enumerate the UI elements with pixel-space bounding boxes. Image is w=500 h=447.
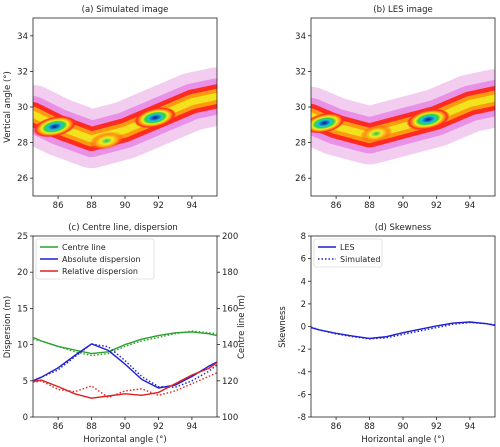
panel-d-xlabel: Horizontal angle (°) — [361, 435, 444, 445]
y-tick-label: -4 — [298, 368, 306, 378]
y-tick-label: 4 — [301, 277, 306, 287]
y2-tick-label: 180 — [222, 268, 238, 278]
series-line-centre-line — [32, 331, 218, 355]
x-tick-label: 94 — [464, 422, 475, 432]
y-tick-label: 10 — [17, 341, 28, 351]
y-tick-label: 26 — [17, 174, 28, 184]
series-line-centre-line-dotted — [32, 330, 218, 357]
y-tick-label: 34 — [295, 32, 306, 42]
y2-tick-label: 120 — [222, 377, 238, 387]
x-tick-label: 92 — [431, 201, 442, 211]
y-tick-label: 32 — [17, 67, 28, 77]
panel-b-ticks: 86 88 90 92 94 26 28 30 32 34 — [295, 32, 475, 211]
y-tick-label: 20 — [17, 268, 28, 278]
legend-label-absolute-dispersion: Absolute dispersion — [62, 255, 141, 264]
x-tick-label: 92 — [153, 422, 164, 432]
x-tick-label: 86 — [331, 201, 342, 211]
panel-c-ylabel: Dispersion (m) — [3, 296, 13, 358]
y-tick-label: -8 — [298, 413, 306, 423]
series-line-simulated-dotted — [310, 321, 496, 340]
panel-centre-line-dispersion: (c) Centre line, dispersion 86 88 90 92 94 0 5… — [3, 223, 247, 445]
y-tick-label: 30 — [295, 103, 306, 113]
y-tick-label: 0 — [301, 323, 306, 333]
x-tick-label: 90 — [120, 422, 131, 432]
panel-a-title: (a) Simulated image — [82, 5, 169, 15]
hotspot — [311, 112, 346, 134]
x-tick-label: 90 — [398, 201, 409, 211]
y-tick-label: 0 — [23, 413, 28, 423]
x-tick-label: 88 — [86, 422, 97, 432]
series-line-relative-dispersion — [32, 362, 218, 399]
y-tick-label: 34 — [17, 32, 28, 42]
y-tick-label: 2 — [301, 300, 306, 310]
panel-d-lines — [310, 321, 496, 340]
legend-label-simulated: Simulated — [340, 255, 380, 264]
x-tick-label: 90 — [398, 422, 409, 432]
x-tick-label: 94 — [186, 201, 197, 211]
panel-d-legend: LES Simulated — [313, 238, 383, 268]
y-tick-label: 26 — [295, 174, 306, 184]
y-tick-label: -6 — [298, 390, 306, 400]
y-tick-label: 28 — [17, 139, 28, 149]
x-tick-label: 88 — [86, 201, 97, 211]
panel-b-title: (b) LES image — [373, 5, 432, 15]
x-tick-label: 90 — [120, 201, 131, 211]
panel-d-legend-box — [313, 238, 383, 268]
panel-a-ticks: 86 88 90 92 94 26 28 30 32 34 — [17, 32, 197, 211]
y-tick-label: 25 — [17, 232, 28, 242]
x-tick-label: 92 — [153, 201, 164, 211]
x-tick-label: 86 — [331, 422, 342, 432]
panel-c-y2label: Centre line (m) — [237, 295, 247, 359]
legend-label-centre-line: Centre line — [62, 243, 106, 252]
panel-d-ticks: 86 88 90 92 94 -8 -6 -4 -2 0 2 4 6 8 — [298, 232, 476, 432]
panel-simulated-image: (a) Simulated image 86 88 90 92 94 26 28 30 32 34… — [3, 5, 218, 211]
y-tick-label: 30 — [17, 103, 28, 113]
panel-c-legend-box — [35, 238, 155, 280]
series-line-absolute-dispersion — [32, 343, 218, 389]
hotspot — [360, 124, 393, 143]
x-tick-label: 94 — [186, 422, 197, 432]
y-tick-label: 15 — [17, 304, 28, 314]
y2-tick-label: 100 — [222, 413, 238, 423]
panel-a-ylabel: Vertical angle (°) — [3, 71, 13, 143]
panel-c-ticks: 86 88 90 92 94 0 5 10 15 20 25 100 120 140 160 180 200 — [17, 232, 238, 432]
hotspot — [33, 115, 77, 138]
panel-c-title: (c) Centre line, dispersion — [68, 223, 178, 233]
y-tick-label: 8 — [301, 232, 306, 242]
panel-a-heatmap — [33, 67, 217, 169]
y-tick-label: 28 — [295, 139, 306, 149]
y2-tick-label: 140 — [222, 341, 238, 351]
y-tick-label: 6 — [301, 255, 306, 265]
y-tick-label: 5 — [23, 377, 28, 387]
x-tick-label: 88 — [364, 422, 375, 432]
y2-tick-label: 200 — [222, 232, 238, 242]
hotspot — [406, 108, 450, 131]
panel-c-xlabel: Horizontal angle (°) — [83, 435, 166, 445]
x-tick-label: 92 — [431, 422, 442, 432]
y-tick-label: 32 — [295, 67, 306, 77]
y2-tick-label: 160 — [222, 304, 238, 314]
panel-d-title: (d) Skewness — [375, 223, 432, 233]
panel-les-image: (b) LES image 86 88 90 92 94 26 28 30 32 34 — [295, 5, 496, 211]
legend-label-les: LES — [340, 243, 355, 252]
panel-c-legend: Centre line Absolute dispersion Relative… — [35, 238, 155, 280]
hotspot — [133, 107, 177, 129]
hotspot — [89, 131, 124, 151]
panel-skewness: (d) Skewness 86 88 90 92 94 -8 -6 -4 -2 0 2 4 6 8 Ske… — [278, 223, 496, 445]
panel-d-ylabel: Skewness — [278, 306, 288, 348]
x-tick-label: 94 — [464, 201, 475, 211]
x-tick-label: 86 — [53, 422, 64, 432]
panel-b-heatmap — [311, 69, 495, 165]
panel-c-lines — [32, 330, 218, 399]
legend-label-relative-dispersion: Relative dispersion — [62, 267, 138, 276]
y-tick-label: -2 — [298, 345, 306, 355]
x-tick-label: 88 — [364, 201, 375, 211]
series-line-absolute-dispersion-dotted — [32, 343, 218, 388]
x-tick-label: 86 — [53, 201, 64, 211]
